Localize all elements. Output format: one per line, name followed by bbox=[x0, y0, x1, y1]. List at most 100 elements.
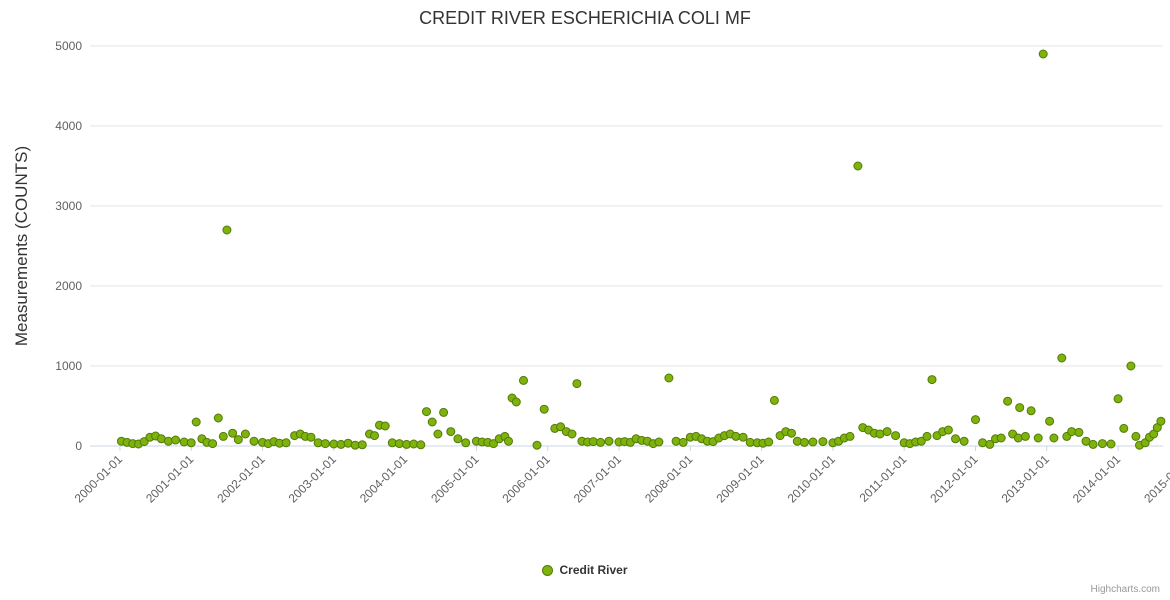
data-point[interactable] bbox=[916, 436, 926, 446]
legend-label: Credit River bbox=[559, 563, 628, 577]
data-point[interactable] bbox=[1119, 423, 1129, 433]
data-point[interactable] bbox=[1131, 431, 1141, 441]
data-point[interactable] bbox=[380, 421, 390, 431]
data-point[interactable] bbox=[357, 440, 367, 450]
data-point[interactable] bbox=[163, 436, 173, 446]
data-point[interactable] bbox=[927, 375, 937, 385]
y-tick-label: 1000 bbox=[55, 359, 82, 373]
data-point[interactable] bbox=[1033, 433, 1043, 443]
y-tick-label: 0 bbox=[75, 439, 82, 453]
data-point[interactable] bbox=[320, 439, 330, 449]
data-point[interactable] bbox=[191, 417, 201, 427]
data-point[interactable] bbox=[971, 415, 980, 425]
data-point[interactable] bbox=[985, 439, 995, 449]
data-point[interactable] bbox=[845, 431, 855, 441]
data-point[interactable] bbox=[891, 431, 901, 441]
x-tick-label: 2006-01-01 bbox=[500, 452, 554, 506]
data-point[interactable] bbox=[532, 440, 542, 450]
data-point[interactable] bbox=[764, 437, 774, 447]
data-point[interactable] bbox=[996, 433, 1006, 443]
data-point[interactable] bbox=[504, 436, 513, 446]
data-point[interactable] bbox=[1020, 431, 1030, 441]
x-tick-label: 2015-01-01 bbox=[1141, 452, 1170, 506]
data-point[interactable] bbox=[422, 407, 431, 417]
data-point[interactable] bbox=[959, 436, 969, 446]
data-point[interactable] bbox=[1126, 361, 1136, 371]
data-point[interactable] bbox=[664, 373, 674, 383]
data-point[interactable] bbox=[228, 428, 238, 438]
data-point[interactable] bbox=[439, 407, 449, 417]
data-point[interactable] bbox=[1106, 439, 1116, 449]
data-point[interactable] bbox=[654, 437, 664, 447]
data-point[interactable] bbox=[171, 435, 181, 445]
data-point[interactable] bbox=[922, 431, 932, 441]
data-point[interactable] bbox=[446, 427, 456, 437]
data-point[interactable] bbox=[519, 375, 528, 385]
data-point[interactable] bbox=[306, 432, 316, 442]
data-point[interactable] bbox=[951, 434, 960, 444]
legend-marker-icon bbox=[542, 564, 554, 576]
data-point[interactable] bbox=[453, 434, 463, 444]
x-tick-label: 2003-01-01 bbox=[286, 452, 340, 506]
x-tick-label: 2014-01-01 bbox=[1070, 452, 1124, 506]
data-point[interactable] bbox=[461, 438, 471, 448]
data-point[interactable] bbox=[818, 437, 828, 447]
highcharts-credits-link[interactable]: Highcharts.com bbox=[1090, 584, 1160, 595]
data-point[interactable] bbox=[943, 425, 953, 435]
data-point[interactable] bbox=[370, 431, 379, 441]
data-point[interactable] bbox=[572, 379, 582, 389]
data-point[interactable] bbox=[1038, 49, 1048, 59]
x-tick-label: 2000-01-01 bbox=[72, 452, 126, 506]
x-tick-label: 2002-01-01 bbox=[214, 452, 268, 506]
data-point[interactable] bbox=[678, 437, 688, 447]
data-point[interactable] bbox=[1074, 427, 1084, 437]
data-point[interactable] bbox=[281, 438, 291, 448]
data-point[interactable] bbox=[787, 428, 796, 438]
data-point[interactable] bbox=[208, 439, 218, 449]
data-point[interactable] bbox=[222, 225, 232, 235]
data-point[interactable] bbox=[567, 429, 577, 439]
data-point[interactable] bbox=[249, 436, 259, 446]
data-point[interactable] bbox=[556, 422, 566, 432]
data-point[interactable] bbox=[489, 439, 498, 449]
data-point[interactable] bbox=[539, 404, 549, 414]
data-point[interactable] bbox=[1156, 416, 1166, 426]
data-point[interactable] bbox=[1049, 433, 1059, 443]
y-tick-label: 4000 bbox=[55, 119, 82, 133]
data-point[interactable] bbox=[416, 440, 426, 450]
data-point[interactable] bbox=[799, 437, 809, 447]
data-point[interactable] bbox=[433, 429, 443, 439]
data-point[interactable] bbox=[596, 437, 605, 447]
data-point[interactable] bbox=[233, 435, 243, 445]
x-tick-label: 2005-01-01 bbox=[428, 452, 482, 506]
data-point[interactable] bbox=[213, 413, 223, 423]
x-tick-label: 2011-01-01 bbox=[857, 452, 910, 505]
y-tick-label: 3000 bbox=[55, 199, 82, 213]
data-point[interactable] bbox=[978, 438, 988, 448]
x-tick-label: 2004-01-01 bbox=[357, 452, 411, 506]
data-point[interactable] bbox=[1015, 403, 1025, 413]
x-tick-label: 2007-01-01 bbox=[571, 452, 625, 506]
data-point[interactable] bbox=[240, 429, 250, 439]
data-point[interactable] bbox=[1003, 396, 1013, 406]
data-point[interactable] bbox=[186, 438, 196, 448]
data-point[interactable] bbox=[1026, 406, 1036, 416]
data-point[interactable] bbox=[1113, 394, 1123, 404]
data-point[interactable] bbox=[853, 161, 863, 171]
data-point[interactable] bbox=[1097, 439, 1107, 449]
data-point[interactable] bbox=[1045, 416, 1055, 426]
data-point[interactable] bbox=[808, 437, 818, 447]
data-point[interactable] bbox=[1057, 353, 1067, 363]
data-point[interactable] bbox=[1088, 439, 1098, 449]
data-point[interactable] bbox=[427, 417, 437, 427]
legend-item-credit-river[interactable]: Credit River bbox=[0, 563, 1170, 577]
data-point[interactable] bbox=[218, 431, 228, 441]
data-point[interactable] bbox=[511, 397, 521, 407]
data-point[interactable] bbox=[604, 436, 614, 446]
y-tick-label: 2000 bbox=[55, 279, 82, 293]
data-point[interactable] bbox=[738, 432, 748, 442]
data-point[interactable] bbox=[769, 395, 779, 405]
data-point[interactable] bbox=[882, 427, 892, 437]
